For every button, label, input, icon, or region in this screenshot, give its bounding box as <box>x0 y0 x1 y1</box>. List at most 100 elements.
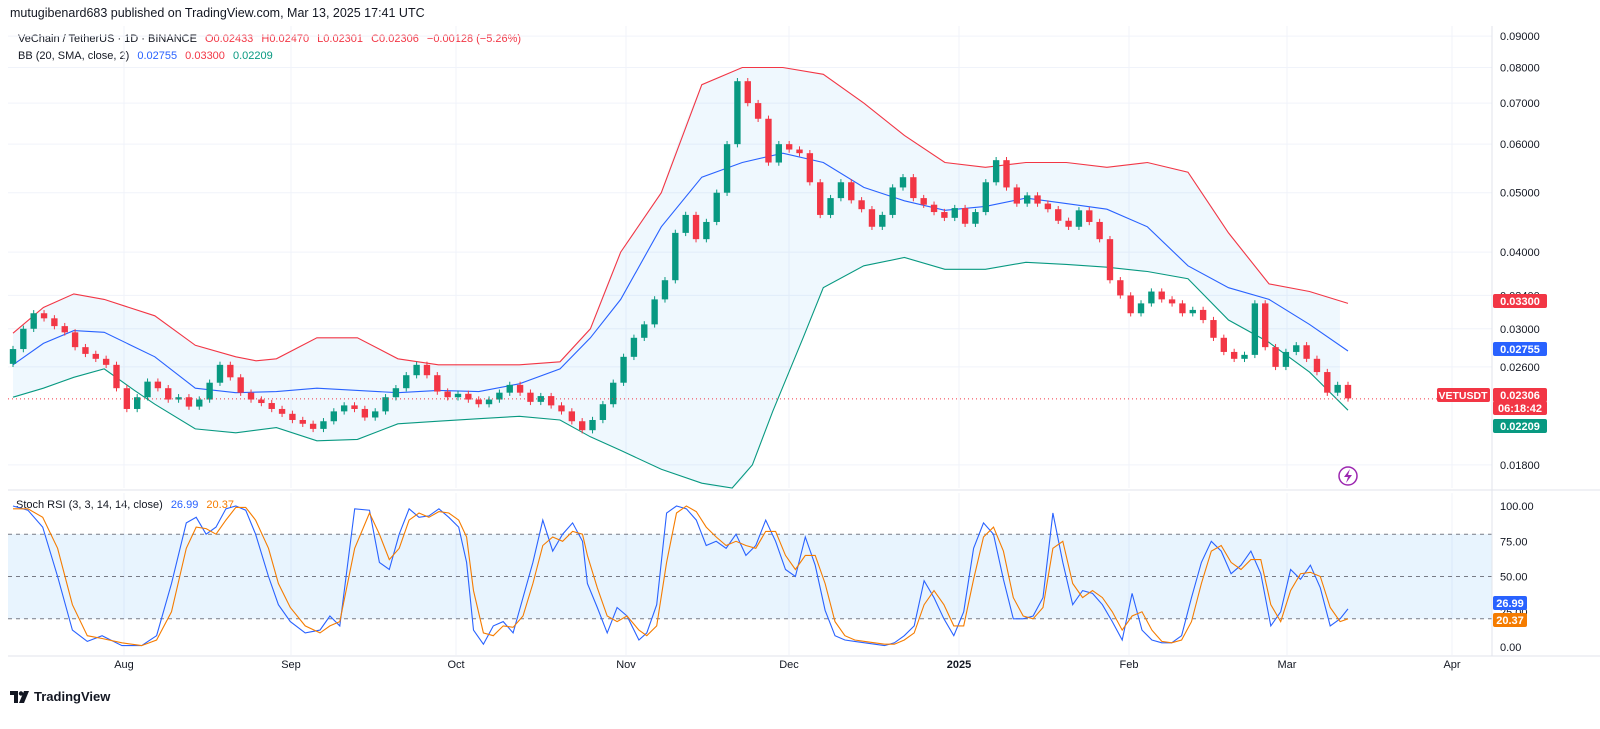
candle <box>20 325 27 353</box>
candle-body <box>1344 384 1352 399</box>
stoch-label[interactable]: Stoch RSI (3, 3, 14, 14, close) <box>16 499 163 511</box>
candle <box>1303 342 1310 363</box>
candle-body <box>258 399 265 404</box>
candle <box>920 194 927 208</box>
price-badge: 0.03300 <box>1493 294 1547 308</box>
candle <box>837 179 845 202</box>
candle <box>351 402 358 413</box>
price-badge: 0.02755 <box>1493 342 1547 356</box>
candle <box>703 218 710 243</box>
candle-body <box>579 421 586 431</box>
bb-label[interactable]: BB (20, SMA, close, 2) <box>18 50 130 62</box>
candle-body <box>154 381 162 389</box>
candle-body <box>40 313 48 319</box>
candle <box>1179 300 1186 317</box>
last-price-badge-bg <box>1493 388 1547 402</box>
candle-body <box>1334 384 1341 393</box>
candle <box>682 211 689 237</box>
candle-body <box>796 149 803 154</box>
candle-body <box>785 144 793 150</box>
bb-legend: BB (20, SMA, close, 2) 0.02755 0.03300 0… <box>18 50 273 62</box>
candle-body <box>382 397 389 412</box>
stoch-line <box>13 505 1349 647</box>
time-tick-label: Aug <box>114 659 134 671</box>
candle-body <box>175 397 182 400</box>
last-price-badge-label: 0.02306 <box>1500 390 1540 402</box>
candle-body <box>1086 210 1093 222</box>
candle <box>496 389 503 403</box>
price-tick-label: 0.05000 <box>1500 188 1540 200</box>
lightning-icon[interactable] <box>1338 466 1358 486</box>
symbol-badge-bg <box>1437 388 1490 402</box>
candle-body <box>599 404 607 420</box>
candle <box>403 372 410 392</box>
candle-body <box>1262 303 1269 348</box>
candle-body <box>1241 354 1248 359</box>
candle <box>858 197 865 213</box>
candle <box>361 405 369 421</box>
candle-body <box>1034 195 1041 204</box>
candle <box>485 396 493 408</box>
candle <box>1137 300 1145 317</box>
symbol-badge-label: VETUSDT <box>1438 390 1488 402</box>
candle-body <box>1096 221 1103 240</box>
tradingview-logo-icon <box>10 690 29 703</box>
candle <box>330 408 337 425</box>
candle <box>71 329 79 351</box>
candle <box>175 394 182 403</box>
candle-body <box>102 358 110 365</box>
bb-line <box>12 256 1349 489</box>
candle-body <box>247 392 255 400</box>
candle <box>568 408 576 425</box>
price-tick-label: 0.07000 <box>1500 98 1540 110</box>
candle-body <box>558 405 565 412</box>
candle <box>599 401 607 424</box>
candle <box>113 361 120 392</box>
candle <box>1272 343 1279 371</box>
candle <box>1086 207 1093 226</box>
candle-body <box>661 280 669 300</box>
candle <box>899 174 907 191</box>
candle-body <box>485 399 493 405</box>
tradingview-brand[interactable]: TradingView <box>10 689 110 704</box>
candle <box>278 405 286 418</box>
candle <box>641 321 648 342</box>
stoch-line <box>12 505 1349 647</box>
bb-line <box>12 152 1349 394</box>
candle <box>227 361 234 381</box>
candle-body <box>20 328 27 350</box>
candle <box>475 396 482 408</box>
time-tick-label: Nov <box>616 659 636 671</box>
candle <box>413 361 420 379</box>
candle <box>910 174 917 202</box>
candle-body <box>744 81 751 104</box>
stoch-tick-label: 100.00 <box>1500 501 1534 513</box>
candle <box>516 381 524 396</box>
candle <box>796 146 803 157</box>
candle-body <box>630 337 638 357</box>
candle <box>547 392 555 409</box>
candle <box>951 204 958 222</box>
candle <box>1096 218 1103 243</box>
candle-body <box>1199 309 1207 321</box>
candle <box>579 418 586 434</box>
bb-upper-value: 0.03300 <box>185 50 225 62</box>
price-badge: 0.02209 <box>1493 419 1547 433</box>
candle <box>1024 192 1031 207</box>
candle <box>972 208 979 227</box>
candle <box>144 378 151 401</box>
stoch-badge: 20.37 <box>1493 613 1527 627</box>
price-tick-label: 0.08000 <box>1500 63 1540 75</box>
candle <box>237 374 244 396</box>
stoch-badge-bg <box>1493 596 1527 610</box>
candle <box>672 229 679 284</box>
candle-body <box>641 324 648 338</box>
price-tick-label: 0.03000 <box>1500 324 1540 336</box>
axes: 0.09000 0.08000 0.07000 0.06000 0.05000 0.040… <box>8 26 1600 671</box>
candle <box>848 179 855 204</box>
candle-body <box>134 397 141 409</box>
candle-body <box>858 200 865 210</box>
candle <box>1106 235 1114 284</box>
candle-body <box>185 397 193 407</box>
